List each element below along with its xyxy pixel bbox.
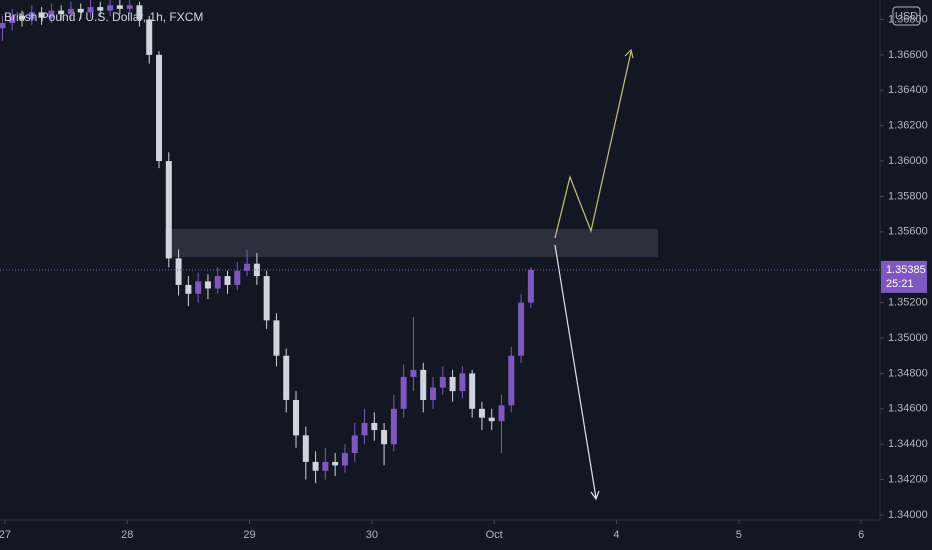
chart-title: British Pound / U.S. Dollar, 1h, FXCM	[4, 10, 203, 24]
y-tick-label: 1.36600	[888, 49, 928, 61]
plot-area	[0, 0, 658, 484]
candle-body	[293, 399, 300, 436]
candle-body	[381, 430, 388, 445]
x-tick-label: 4	[613, 529, 619, 541]
y-tick-label: 1.34800	[888, 367, 928, 379]
candle-body	[204, 281, 211, 289]
projection-down	[554, 244, 597, 499]
x-tick-label: Oct	[486, 529, 503, 541]
candle-body	[116, 5, 123, 9]
y-tick-label: 1.35800	[888, 190, 928, 202]
candle-body	[244, 263, 251, 271]
candle-body	[58, 10, 65, 15]
last-price-label: 1.35385	[886, 264, 926, 276]
candle-body	[527, 269, 534, 303]
candle-body	[361, 422, 368, 436]
y-tick-label: 1.34000	[888, 509, 928, 521]
y-tick-label: 1.36800	[888, 13, 928, 25]
currency-label[interactable]: USD	[895, 10, 918, 22]
x-tick-label: 27	[0, 529, 11, 541]
y-tick-label: 1.34400	[888, 438, 928, 450]
candle-body	[478, 408, 485, 418]
y-tick-label: 1.34600	[888, 403, 928, 415]
candle-body	[449, 376, 456, 392]
candle-body	[439, 376, 446, 388]
drawings	[554, 48, 634, 501]
x-tick-label: 28	[121, 529, 133, 541]
candle-body	[214, 276, 221, 289]
candle-body	[508, 355, 515, 406]
x-tick-label: 29	[243, 529, 255, 541]
candle-body	[67, 8, 74, 15]
candle-body	[107, 5, 114, 11]
candle-body	[283, 355, 290, 400]
candle-body	[410, 369, 417, 377]
arrow-head	[590, 490, 600, 501]
y-tick-label: 1.36200	[888, 120, 928, 132]
y-tick-label: 1.36000	[888, 155, 928, 167]
y-tick-label: 1.35200	[888, 297, 928, 309]
y-tick-label: 1.34200	[888, 474, 928, 486]
candle-body	[430, 387, 437, 400]
candle-body	[322, 461, 329, 471]
y-tick-label: 1.36400	[888, 84, 928, 96]
candle-body	[488, 417, 495, 422]
candle-body	[459, 373, 466, 392]
candle-body	[498, 405, 505, 422]
candle-body	[195, 281, 202, 294]
candle-body	[390, 408, 397, 445]
candle-body	[165, 161, 172, 259]
countdown-label: 25:21	[886, 278, 914, 290]
candle-body	[136, 5, 143, 20]
candle-body	[28, 12, 35, 20]
candle-body	[77, 8, 84, 13]
candle-body	[175, 258, 182, 285]
candle-body	[273, 320, 280, 356]
candle-body	[371, 422, 378, 431]
candle-body	[469, 373, 476, 409]
candle-body	[9, 15, 16, 24]
candle-body	[48, 10, 55, 18]
candle-body	[400, 376, 407, 409]
x-tick-label: 5	[736, 529, 742, 541]
y-tick-label: 1.35600	[888, 226, 928, 238]
x-tick-label: 6	[858, 529, 864, 541]
candle-body	[341, 453, 348, 466]
x-tick-label: 30	[366, 529, 378, 541]
candle-body	[332, 461, 339, 466]
zone-rectangle	[165, 229, 658, 257]
last-price-box	[881, 260, 927, 293]
candle-body	[19, 15, 26, 20]
candle-body	[312, 461, 319, 471]
y-tick-label: 1.35000	[888, 332, 928, 344]
candle-body	[87, 7, 94, 13]
candle-body	[420, 369, 427, 400]
candle-body	[185, 284, 192, 294]
candle-body	[263, 276, 270, 321]
candle-body	[253, 263, 260, 277]
candle-body	[234, 270, 241, 285]
candle-body	[126, 5, 133, 9]
candle-body	[146, 19, 153, 55]
candle-body	[97, 7, 104, 11]
candle-body	[156, 54, 163, 162]
arrow-head	[624, 48, 634, 59]
candle-body	[0, 23, 6, 29]
candle-body	[302, 435, 309, 462]
currency-box[interactable]	[892, 6, 921, 26]
candle-body	[351, 435, 358, 454]
projection-up	[554, 51, 632, 239]
candle-body	[518, 302, 525, 356]
candle-body	[38, 12, 45, 18]
candle-body	[224, 276, 231, 285]
